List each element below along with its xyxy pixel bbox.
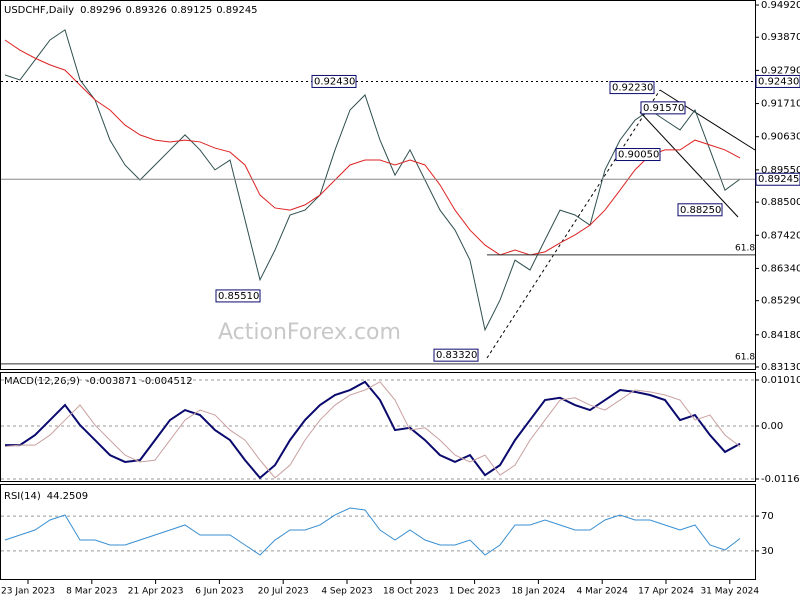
annotation: 0.92230	[612, 83, 653, 94]
y-tick-label: 0.94920	[761, 0, 800, 11]
readout: 44.2509	[47, 491, 88, 502]
watermark: ActionForex.com	[218, 320, 401, 345]
y-tick-label: 0.86340	[761, 263, 800, 274]
y-tick-label: 0.88500	[761, 197, 800, 208]
y-tick-label: 30	[761, 546, 774, 557]
panel-title: RSI(14)	[4, 491, 41, 502]
series-line	[4, 381, 741, 479]
y-tick-label: 70	[761, 511, 774, 522]
level-label-box	[755, 74, 800, 88]
annotation: 0.88250	[680, 205, 721, 216]
series-line	[4, 29, 741, 332]
readout: 0.89296	[80, 5, 121, 16]
readout: -0.003871	[86, 376, 137, 387]
x-tick-label: 21 Apr 2023	[128, 587, 184, 597]
macd-panel	[0, 372, 756, 482]
y-tick-label: 0.010101	[761, 375, 800, 386]
series-line	[5, 380, 741, 480]
y-tick-label: 0.84180	[761, 330, 800, 341]
channel-line	[639, 111, 739, 218]
annotation: 0.85510	[218, 291, 259, 302]
panel-title: MACD(12,26,9)	[4, 376, 80, 387]
y-tick-label: -0.011645	[761, 474, 800, 485]
panel-title: USDCHF,Daily	[4, 5, 74, 16]
annotation-box	[677, 203, 723, 217]
annotation: 0.91570	[643, 103, 684, 114]
trend-line	[486, 89, 661, 359]
y-tick-label: 0.93870	[761, 32, 800, 43]
y-tick-label: 0.91710	[761, 99, 800, 110]
series-line	[4, 39, 741, 256]
current-price-label-box	[755, 172, 800, 186]
annotation-box	[215, 289, 261, 303]
x-tick-label: 18 Jan 2024	[511, 587, 565, 597]
readout: 0.89326	[125, 5, 166, 16]
y-tick-label: 0.90630	[761, 132, 800, 143]
readout: -0.004512	[141, 376, 192, 387]
x-tick-label: 4 Mar 2024	[577, 587, 629, 597]
x-tick-label: 18 Oct 2023	[383, 587, 439, 597]
level-label: 0.92430	[758, 76, 799, 87]
annotation-box	[433, 348, 479, 362]
current-price-label: 0.89245	[758, 174, 799, 185]
annotation: 0.83320	[436, 350, 477, 361]
fib-label: 61.8	[735, 243, 755, 253]
x-tick-label: 6 Jun 2023	[195, 587, 243, 597]
annotation-box	[609, 81, 655, 95]
x-tick-label: 17 Apr 2024	[638, 587, 694, 597]
x-tick-label: 20 Jul 2023	[258, 587, 309, 597]
fib-label: 61.8	[735, 352, 755, 362]
series-line	[4, 507, 741, 556]
annotation-box	[615, 148, 661, 162]
y-tick-label: 0.00	[761, 421, 783, 432]
y-tick-label: 0.92790	[761, 65, 800, 76]
readout: 0.89245	[216, 5, 257, 16]
y-tick-label: 0.89550	[761, 165, 800, 176]
y-tick-label: 0.85290	[761, 296, 800, 307]
y-tick-label: 0.87420	[761, 230, 800, 241]
annotation: 0.92430	[314, 76, 355, 87]
x-tick-label: 31 May 2024	[700, 587, 759, 597]
x-tick-label: 1 Dec 2023	[449, 587, 501, 597]
y-tick-label: 0.83130	[761, 362, 800, 373]
readout: 0.89125	[171, 5, 212, 16]
x-tick-label: 23 Jan 2023	[1, 587, 55, 597]
rsi-panel	[0, 484, 756, 580]
channel-line	[659, 89, 756, 151]
annotation-box	[311, 74, 357, 88]
x-tick-label: 4 Sep 2023	[321, 587, 372, 597]
annotation: 0.90050	[618, 150, 659, 161]
annotation-box	[640, 101, 686, 115]
x-tick-label: 8 Mar 2023	[66, 587, 117, 597]
